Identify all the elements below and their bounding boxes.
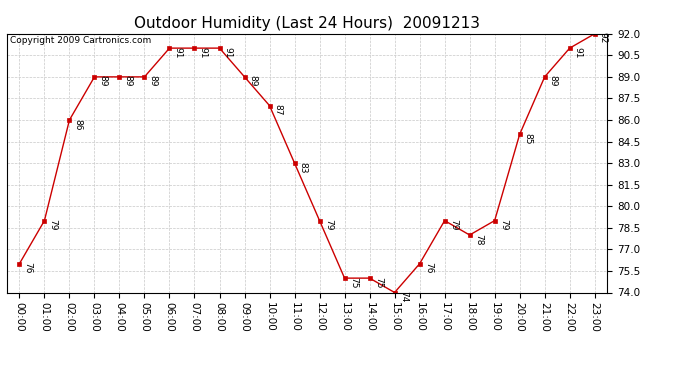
- Text: 83: 83: [299, 162, 308, 173]
- Text: 89: 89: [99, 75, 108, 87]
- Text: 78: 78: [474, 234, 483, 245]
- Text: 89: 89: [549, 75, 558, 87]
- Text: 89: 89: [248, 75, 257, 87]
- Text: 79: 79: [48, 219, 57, 231]
- Text: 75: 75: [348, 277, 357, 288]
- Text: 74: 74: [399, 291, 408, 303]
- Text: 75: 75: [374, 277, 383, 288]
- Title: Outdoor Humidity (Last 24 Hours)  20091213: Outdoor Humidity (Last 24 Hours) 2009121…: [134, 16, 480, 31]
- Text: 79: 79: [499, 219, 508, 231]
- Text: 91: 91: [224, 47, 233, 58]
- Text: 91: 91: [199, 47, 208, 58]
- Text: 89: 89: [124, 75, 132, 87]
- Text: 91: 91: [174, 47, 183, 58]
- Text: 92: 92: [599, 32, 608, 44]
- Text: 85: 85: [524, 133, 533, 144]
- Text: 86: 86: [74, 118, 83, 130]
- Text: 76: 76: [424, 262, 433, 274]
- Text: 91: 91: [574, 47, 583, 58]
- Text: 87: 87: [274, 104, 283, 116]
- Text: 79: 79: [324, 219, 333, 231]
- Text: 79: 79: [448, 219, 457, 231]
- Text: 89: 89: [148, 75, 157, 87]
- Text: Copyright 2009 Cartronics.com: Copyright 2009 Cartronics.com: [10, 36, 151, 45]
- Text: 76: 76: [23, 262, 32, 274]
